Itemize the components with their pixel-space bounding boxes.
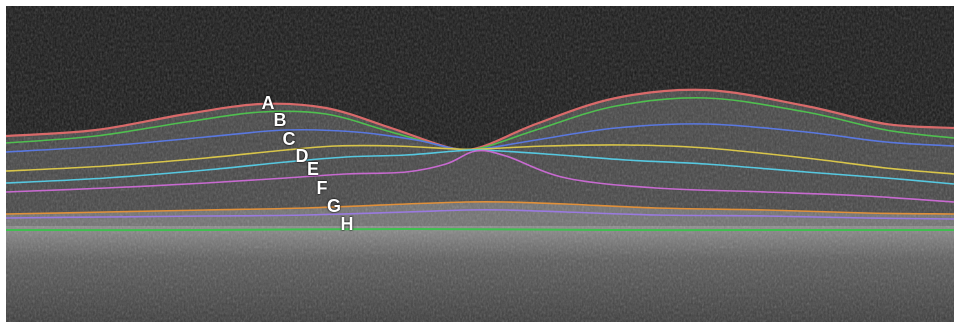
- layer-label-b: B: [273, 110, 287, 130]
- boundary-line-g: [6, 200, 954, 215]
- oct-scan-image: A B C D E F G H: [6, 6, 954, 322]
- boundary-line-f: [6, 149, 954, 203]
- layer-label-g: G: [326, 196, 342, 216]
- boundary-line-lower: [6, 227, 954, 232]
- layer-boundary-lines: [6, 88, 954, 232]
- layer-label-e: E: [306, 159, 320, 179]
- speckle-noise-overlay: [6, 6, 954, 322]
- boundary-line-e: [6, 149, 954, 185]
- layer-label-a: A: [261, 93, 275, 113]
- boundary-line-h: [6, 208, 954, 220]
- layer-label-f: F: [316, 178, 328, 198]
- layer-label-c: C: [282, 129, 296, 149]
- layer-label-h: H: [340, 214, 354, 234]
- oct-scan-svg: [6, 6, 954, 322]
- layer-label-d: D: [295, 146, 309, 166]
